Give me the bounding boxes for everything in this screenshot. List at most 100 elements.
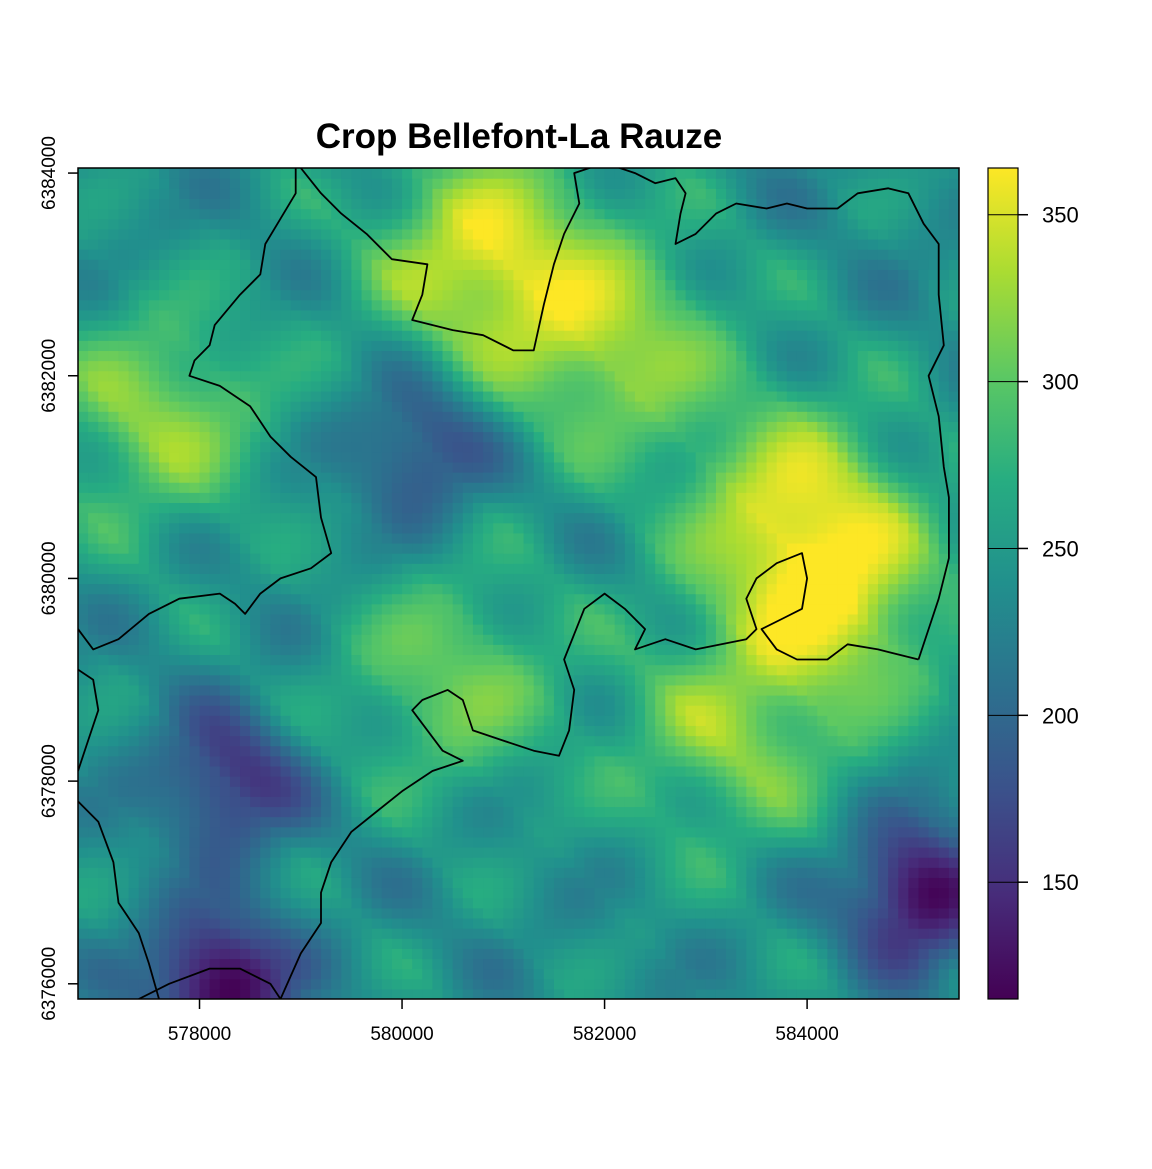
raster-cell xyxy=(675,674,687,686)
raster-cell xyxy=(361,401,373,412)
raster-cell xyxy=(371,836,383,848)
raster-cell xyxy=(361,644,373,656)
raster-cell xyxy=(604,309,616,321)
raster-cell xyxy=(108,330,120,341)
raster-cell xyxy=(118,360,130,372)
raster-cell xyxy=(189,603,201,615)
raster-cell xyxy=(503,370,515,382)
raster-cell xyxy=(523,309,535,321)
raster-cell xyxy=(78,431,89,443)
raster-cell xyxy=(270,512,282,524)
raster-cell xyxy=(462,502,474,514)
raster-cell xyxy=(412,978,423,990)
raster-cell xyxy=(290,796,302,808)
raster-cell xyxy=(300,877,312,889)
raster-cell xyxy=(462,208,474,220)
raster-cell xyxy=(533,877,545,889)
raster-cell xyxy=(422,441,434,453)
raster-cell xyxy=(321,563,332,574)
raster-cell xyxy=(553,380,565,392)
raster-cell xyxy=(351,603,363,615)
raster-cell xyxy=(523,786,535,797)
raster-cell xyxy=(442,846,454,858)
raster-cell xyxy=(523,988,535,999)
raster-cell xyxy=(432,776,444,787)
raster-cell xyxy=(361,269,373,281)
raster-cell xyxy=(564,269,575,281)
raster-cell xyxy=(513,654,525,666)
raster-cell xyxy=(240,644,251,656)
raster-cell xyxy=(493,725,504,737)
raster-cell xyxy=(250,664,261,676)
raster-cell xyxy=(493,583,504,595)
raster-cell xyxy=(391,421,403,433)
raster-cell xyxy=(310,583,322,595)
raster-cell xyxy=(432,715,444,726)
raster-cell xyxy=(594,461,606,473)
raster-cell xyxy=(148,897,160,909)
raster-cell xyxy=(169,542,180,554)
raster-cell xyxy=(229,553,241,564)
raster-cell xyxy=(290,674,302,686)
raster-cell xyxy=(371,441,383,453)
raster-cell xyxy=(108,715,120,726)
raster-cell xyxy=(219,350,231,362)
raster-cell xyxy=(513,198,525,210)
raster-cell xyxy=(412,826,423,838)
raster-cell xyxy=(564,765,575,777)
raster-cell xyxy=(503,238,515,250)
raster-cell xyxy=(564,542,575,554)
raster-cell xyxy=(179,279,190,291)
raster-cell xyxy=(169,340,180,352)
raster-cell xyxy=(422,461,434,473)
raster-cell xyxy=(209,441,221,453)
raster-cell xyxy=(371,603,383,615)
raster-cell xyxy=(452,269,464,281)
raster-cell xyxy=(290,451,302,463)
raster-cell xyxy=(543,938,555,949)
raster-cell xyxy=(594,816,606,828)
raster-cell xyxy=(138,330,150,341)
raster-cell xyxy=(229,441,241,453)
raster-cell xyxy=(321,360,332,372)
raster-cell xyxy=(574,472,585,483)
raster-cell xyxy=(412,350,423,362)
raster-cell xyxy=(604,553,616,564)
raster-cell xyxy=(371,725,383,737)
raster-cell xyxy=(513,370,525,382)
raster-cell xyxy=(321,644,332,656)
raster-cell xyxy=(513,796,525,808)
raster-cell xyxy=(98,360,109,372)
raster-cell xyxy=(614,461,626,473)
raster-cell xyxy=(229,654,241,666)
raster-cell xyxy=(402,401,413,412)
raster-cell xyxy=(564,228,575,240)
raster-cell xyxy=(381,390,393,402)
raster-cell xyxy=(402,674,413,686)
raster-cell xyxy=(574,178,585,189)
raster-cell xyxy=(422,320,434,331)
raster-cell xyxy=(594,208,606,220)
raster-cell xyxy=(645,269,656,281)
raster-cell xyxy=(381,603,393,615)
raster-cell xyxy=(361,340,373,352)
raster-cell xyxy=(472,735,484,747)
raster-cell xyxy=(138,968,150,980)
raster-cell xyxy=(624,522,636,534)
raster-cell xyxy=(543,715,555,726)
raster-cell xyxy=(513,613,525,625)
raster-cell xyxy=(655,684,666,696)
raster-cell xyxy=(685,259,697,270)
raster-cell xyxy=(270,259,282,270)
raster-cell xyxy=(685,431,697,443)
raster-cell xyxy=(148,806,160,818)
raster-cell xyxy=(624,492,636,504)
raster-cell xyxy=(270,613,282,625)
raster-cell xyxy=(412,786,423,797)
raster-cell xyxy=(128,360,140,372)
raster-cell xyxy=(270,360,282,372)
raster-cell xyxy=(250,613,261,625)
raster-cell xyxy=(229,735,241,747)
raster-cell xyxy=(159,542,170,554)
raster-cell xyxy=(331,613,342,625)
